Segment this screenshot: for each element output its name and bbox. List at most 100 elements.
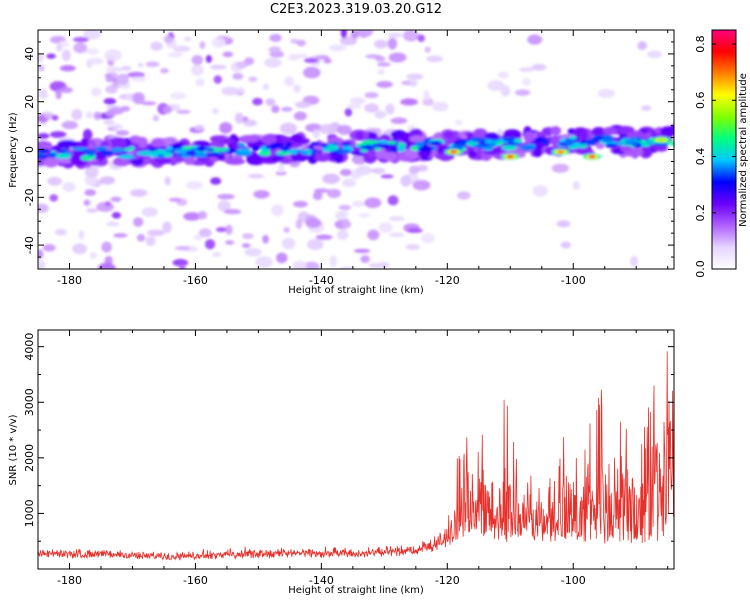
noise-blob	[646, 50, 662, 59]
noise-blob	[322, 173, 340, 184]
noise-blob	[327, 188, 341, 199]
chart-title: C2E3.2023.319.03.20.G12	[269, 2, 443, 17]
noise-blob	[262, 234, 270, 244]
noise-blob	[89, 251, 98, 260]
noise-blob	[241, 243, 251, 248]
noise-blob	[283, 226, 290, 233]
noise-blob	[62, 182, 76, 192]
noise-blob	[293, 200, 308, 208]
band-core-blob	[173, 148, 188, 154]
noise-blob	[335, 210, 346, 220]
band-core-blob	[458, 140, 468, 146]
noise-blob	[295, 101, 311, 109]
noise-blob	[340, 30, 348, 39]
noise-blob	[377, 68, 385, 75]
noise-blob	[265, 98, 276, 106]
noise-blob	[83, 199, 90, 206]
noise-blob	[353, 248, 371, 254]
band-core-blob	[206, 152, 222, 157]
noise-blob	[372, 167, 386, 174]
band-core-blob	[362, 145, 371, 150]
band-core-blob	[519, 144, 536, 151]
noise-blob	[97, 262, 116, 269]
noise-blob	[385, 103, 395, 115]
band-blob	[484, 132, 500, 141]
snr-frame	[37, 329, 675, 570]
band-core-blob	[265, 144, 281, 150]
band-core-blob	[604, 143, 618, 148]
noise-blob	[344, 108, 353, 117]
noise-blob	[101, 241, 112, 253]
noise-blob	[162, 221, 172, 234]
band-core-blob	[386, 141, 398, 145]
noise-blob	[147, 229, 165, 237]
band-core-blob	[48, 152, 58, 158]
colorbar-tick-label: 0.8	[694, 35, 707, 53]
band-blob	[535, 131, 548, 138]
noise-blob	[364, 92, 379, 99]
band-blob	[550, 126, 562, 136]
noise-blob	[364, 103, 379, 113]
band-blob	[580, 130, 589, 141]
band-core-blob	[139, 150, 155, 156]
band-core-blob	[280, 146, 290, 152]
band-blob	[151, 137, 165, 148]
noise-blob	[368, 262, 382, 269]
noise-blob	[71, 108, 83, 121]
band-blob	[261, 134, 277, 145]
noise-blob	[248, 76, 258, 83]
band-core-blob	[513, 138, 523, 143]
noise-blob	[424, 46, 431, 53]
band-core-blob	[300, 150, 309, 155]
band-blob	[314, 153, 331, 162]
band-core-blob	[196, 146, 206, 152]
band-core-blob	[310, 141, 322, 146]
noise-blob	[59, 86, 73, 94]
noise-blob	[281, 106, 293, 112]
noise-blob	[380, 174, 394, 179]
band-core-blob	[181, 146, 193, 150]
band-core-blob	[640, 142, 651, 147]
noise-blob	[532, 185, 549, 197]
noise-blob	[323, 58, 332, 64]
noise-blob	[527, 34, 543, 45]
noise-blob	[141, 101, 157, 106]
band-blob	[209, 135, 226, 143]
noise-blob	[55, 89, 62, 100]
snr-series-line	[38, 351, 674, 561]
noise-blob	[225, 224, 233, 235]
noise-blob	[49, 131, 67, 138]
noise-blob	[104, 255, 113, 265]
band-blob	[409, 135, 427, 143]
noise-blob	[306, 239, 324, 250]
band-core-blob	[289, 150, 298, 155]
noise-blob	[388, 52, 407, 63]
band-blob	[595, 142, 605, 150]
band-blob	[383, 151, 398, 162]
colorbar-tick-label: 0.2	[694, 204, 707, 222]
noise-blob	[167, 52, 184, 58]
noise-blob	[49, 194, 58, 202]
noise-blob	[221, 86, 239, 96]
noise-blob	[120, 65, 132, 71]
noise-blob	[232, 72, 244, 80]
noise-blob	[176, 109, 191, 114]
band-blob	[333, 152, 344, 164]
band-core-blob	[80, 155, 94, 161]
band-core-blob	[508, 142, 523, 146]
band-core-blob	[252, 145, 260, 152]
noise-blob	[292, 53, 309, 59]
band-core-blob	[484, 139, 495, 144]
band-core-blob	[602, 138, 615, 143]
snr-ytick-label: 3000	[23, 388, 36, 416]
noise-blob	[357, 30, 374, 37]
noise-blob	[216, 227, 227, 233]
snr-ytick-label: 2000	[23, 444, 36, 472]
noise-blob	[179, 263, 186, 269]
noise-blob	[312, 191, 323, 201]
noise-blob	[387, 195, 399, 206]
band-core-blob	[378, 140, 388, 144]
noise-blob	[93, 111, 102, 120]
noise-blob	[408, 165, 420, 175]
noise-blob	[38, 203, 49, 213]
